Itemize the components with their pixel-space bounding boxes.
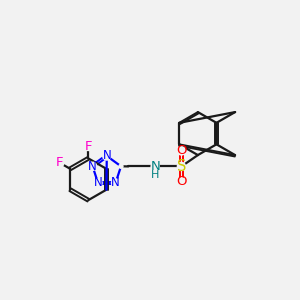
Text: N: N: [150, 160, 160, 173]
Circle shape: [55, 158, 64, 168]
Circle shape: [102, 151, 112, 161]
Text: O: O: [176, 144, 187, 158]
Text: N: N: [102, 149, 111, 163]
Text: H: H: [151, 170, 159, 180]
Circle shape: [177, 162, 186, 171]
Text: N: N: [88, 160, 97, 173]
Text: O: O: [176, 176, 187, 188]
Circle shape: [150, 162, 160, 171]
Text: N: N: [94, 176, 102, 190]
Text: S: S: [177, 159, 186, 174]
Circle shape: [93, 178, 103, 188]
Circle shape: [88, 161, 98, 171]
Circle shape: [111, 178, 120, 188]
Circle shape: [118, 164, 124, 169]
Circle shape: [177, 146, 186, 156]
Circle shape: [177, 177, 186, 187]
Text: F: F: [85, 140, 92, 153]
Text: F: F: [56, 156, 64, 169]
Circle shape: [83, 142, 93, 151]
Text: N: N: [111, 176, 120, 190]
